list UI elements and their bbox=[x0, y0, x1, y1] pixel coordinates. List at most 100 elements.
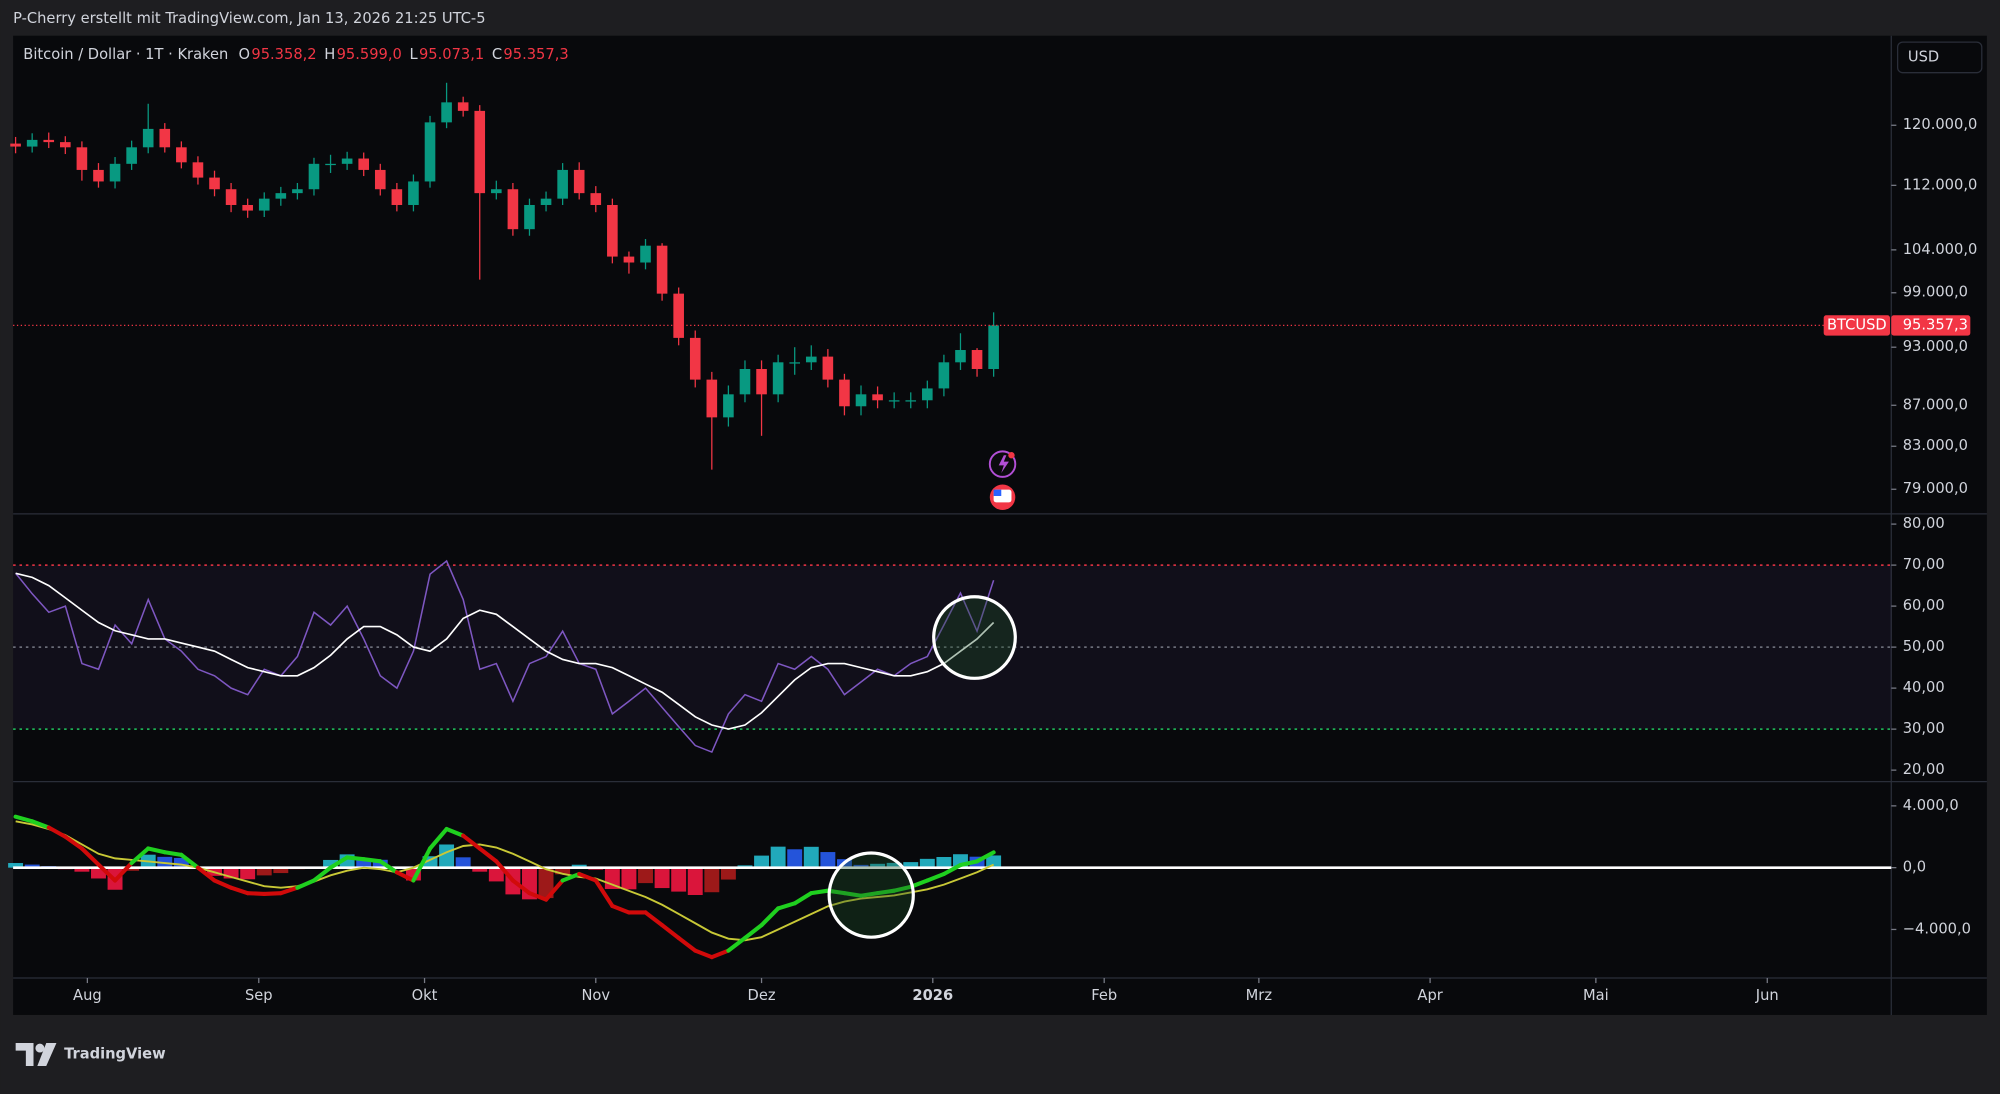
histogram-bar bbox=[886, 862, 902, 868]
candle-body bbox=[656, 245, 668, 294]
candle-body bbox=[524, 204, 535, 230]
histogram-bar bbox=[356, 859, 372, 868]
macd-segment bbox=[63, 834, 84, 851]
candle-body bbox=[888, 400, 900, 402]
candle-body bbox=[988, 325, 999, 370]
y-tick-label: 112.000,0 bbox=[1903, 176, 1978, 193]
macd-segment bbox=[427, 826, 449, 851]
histogram-bar bbox=[638, 867, 653, 884]
y-tick-label: 99.000,0 bbox=[1903, 284, 1968, 301]
candle-body bbox=[739, 369, 751, 395]
candle-body bbox=[955, 350, 966, 363]
last-price-label: 95.357,3 bbox=[1903, 316, 1968, 333]
candle-body bbox=[689, 337, 701, 380]
macd-segment bbox=[444, 826, 466, 838]
histogram-bar bbox=[472, 867, 488, 872]
footer-logo-text: TradingView bbox=[64, 1045, 166, 1062]
histogram-bar bbox=[654, 867, 670, 889]
candle-body bbox=[822, 356, 834, 380]
macd-segment bbox=[79, 846, 101, 867]
histogram-bar bbox=[422, 856, 438, 868]
plot-layer: 120.000,0 112.000,0 104.000,0 99.000,0 93.00… bbox=[8, 46, 1977, 1004]
ohlc-key: L bbox=[410, 46, 419, 63]
candle-body bbox=[126, 147, 137, 164]
y-tick-label: −4.000,0 bbox=[1903, 920, 1971, 937]
y-tick-label: 0,0 bbox=[1903, 859, 1926, 876]
candle-body bbox=[142, 128, 154, 148]
macd-segment bbox=[975, 850, 996, 864]
macd-segment bbox=[262, 891, 283, 896]
candle-body bbox=[772, 362, 784, 395]
candle-body bbox=[905, 400, 917, 402]
macd-segment bbox=[162, 850, 184, 857]
candle-body bbox=[176, 147, 187, 163]
histogram-bar bbox=[488, 867, 504, 882]
histogram-bar bbox=[770, 846, 786, 868]
candle-body bbox=[308, 163, 320, 190]
header-credit: P-Cherry erstellt mit TradingView.com, J… bbox=[13, 10, 485, 27]
histogram-bar bbox=[538, 867, 554, 899]
macd-segment bbox=[46, 825, 68, 839]
line-series bbox=[15, 572, 995, 730]
x-tick-label: Nov bbox=[581, 987, 610, 1004]
macd-segment bbox=[345, 855, 366, 862]
macd-segment bbox=[742, 923, 764, 940]
currency-button[interactable] bbox=[1897, 41, 1983, 74]
histogram-bar bbox=[74, 867, 90, 872]
candle-body bbox=[292, 189, 303, 194]
y-tick-label: 83.000,0 bbox=[1903, 437, 1968, 454]
macd-segment bbox=[378, 859, 399, 875]
ohlc-value: 95.358,2 bbox=[251, 46, 316, 63]
macd-segment bbox=[709, 948, 731, 960]
y-tick-label: 30,00 bbox=[1903, 720, 1945, 737]
currency[interactable]: USD bbox=[1908, 48, 1939, 65]
highlight-circle bbox=[827, 851, 915, 939]
macd-segment bbox=[212, 878, 234, 890]
candle-body bbox=[507, 189, 519, 230]
macd-segment bbox=[494, 859, 515, 883]
candle-body bbox=[275, 193, 287, 199]
macd-segment bbox=[726, 935, 748, 953]
histogram-bar bbox=[687, 867, 703, 896]
candle-body bbox=[60, 142, 71, 148]
candle-body bbox=[358, 158, 370, 170]
candle-body bbox=[872, 394, 883, 401]
macd-segment bbox=[875, 888, 897, 896]
macd-segment bbox=[361, 857, 383, 864]
candle-body bbox=[209, 177, 220, 190]
macd-segment bbox=[394, 870, 416, 883]
histogram-bar bbox=[455, 857, 471, 868]
logo-mark bbox=[15, 1042, 34, 1066]
candle-body bbox=[341, 158, 353, 164]
symbol-tag-label: BTCUSD bbox=[1827, 316, 1887, 333]
macd-segment bbox=[610, 903, 631, 915]
histogram-bar bbox=[555, 867, 571, 875]
macd-segment bbox=[245, 891, 267, 896]
histogram-bar bbox=[124, 867, 140, 871]
x-tick-label: Feb bbox=[1091, 987, 1117, 1004]
macd-segment bbox=[958, 859, 980, 868]
histogram-bar bbox=[803, 846, 819, 868]
y-tick-label: 70,00 bbox=[1903, 556, 1945, 573]
candle-body bbox=[789, 362, 801, 364]
macd-segment bbox=[510, 878, 532, 896]
candle-body bbox=[457, 102, 469, 111]
x-tick-label: Dez bbox=[748, 987, 776, 1004]
macd-segment bbox=[544, 878, 565, 902]
macd-segment bbox=[792, 891, 814, 906]
ohlc-key: C bbox=[492, 46, 502, 63]
candle-body bbox=[938, 362, 950, 389]
candle-body bbox=[922, 388, 933, 401]
candle-body bbox=[26, 139, 38, 147]
candle-body bbox=[159, 128, 171, 148]
macd-segment bbox=[693, 948, 714, 960]
symbol-tag bbox=[1823, 315, 1890, 336]
candle-body bbox=[839, 379, 850, 407]
event-icon-flag bbox=[993, 489, 1002, 496]
histogram-bar bbox=[936, 857, 952, 868]
macd-segment bbox=[759, 906, 781, 928]
macd-segment bbox=[411, 846, 433, 883]
candle-body bbox=[623, 256, 635, 263]
